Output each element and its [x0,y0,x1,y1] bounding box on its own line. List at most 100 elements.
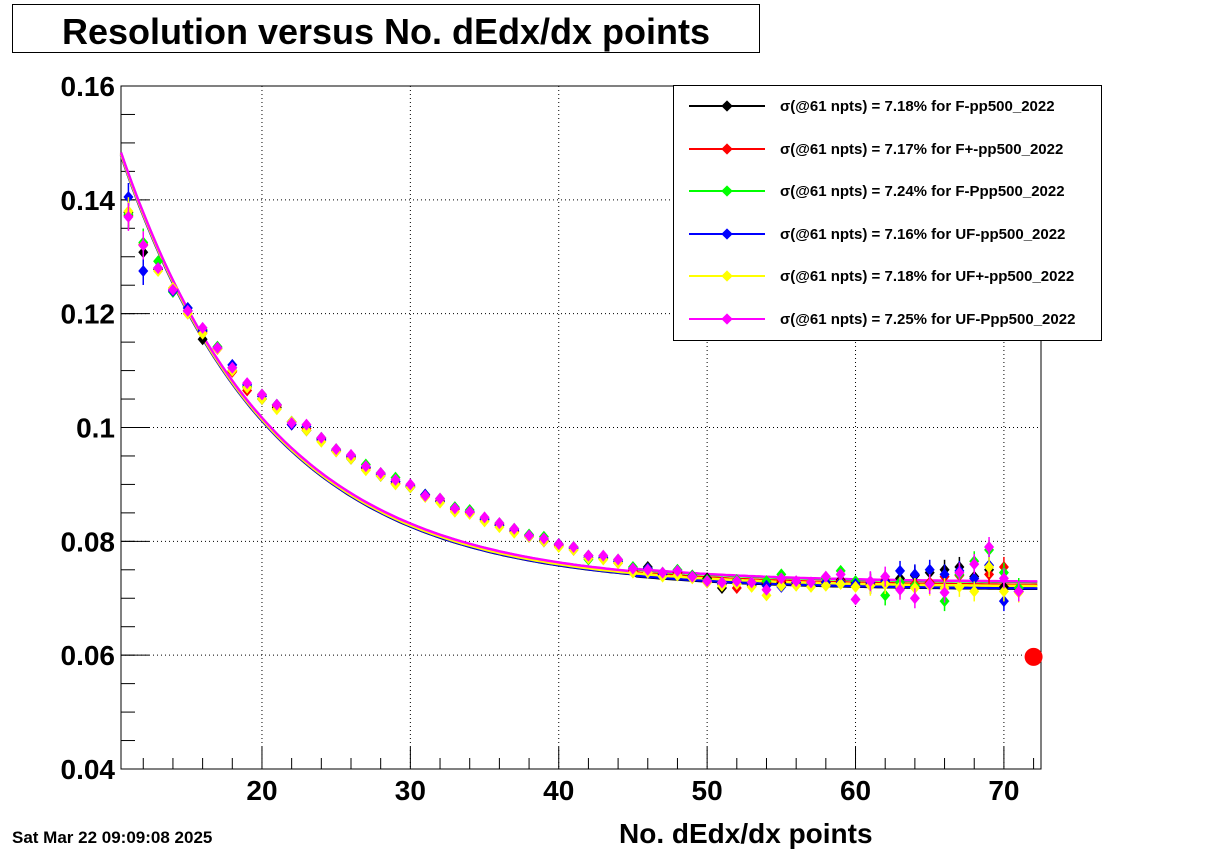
data-point [360,460,371,473]
data-point [850,593,861,606]
data-point [153,262,164,275]
data-point [538,532,549,545]
data-point [1013,585,1024,598]
data-point [627,562,638,575]
data-point [835,578,846,591]
data-point [969,572,980,585]
extra-marker [1024,647,1043,666]
data-point [939,568,950,581]
legend-label: σ(@61 npts) = 7.18% for F-pp500_2022 [780,98,1055,115]
data-point [123,210,134,223]
data-point [642,563,653,576]
legend-entry: σ(@61 npts) = 7.24% for F-Ppp500_2022 [674,181,1101,201]
data-point [835,568,846,581]
grid-lines [121,86,1041,769]
y-tick-label: 0.04 [61,754,116,785]
data-point [390,473,401,486]
data-point [776,579,787,592]
data-point [301,418,312,431]
data-point [776,572,787,585]
legend-entry: σ(@61 npts) = 7.18% for UF+-pp500_2022 [674,266,1101,286]
data-point [850,580,861,593]
x-tick-label: 40 [543,775,574,806]
data-point [657,566,668,579]
chart-title: Resolution versus No. dEdx/dx points [61,11,711,52]
data-point [583,549,594,562]
data-point [820,570,831,583]
axis-ticks [121,85,1035,770]
timestamp: Sat Mar 22 09:09:08 2025 [12,828,213,847]
legend-label: σ(@61 npts) = 7.24% for F-Ppp500_2022 [780,183,1065,200]
x-tick-label: 70 [988,775,1019,806]
data-point [598,549,609,562]
data-point [820,579,831,592]
legend-entry: σ(@61 npts) = 7.18% for F-pp500_2022 [674,96,1101,116]
data-point [553,538,564,551]
y-tick-label: 0.06 [61,640,116,671]
data-point [909,592,920,605]
data-point [761,583,772,596]
data-point [939,586,950,599]
data-point [969,558,980,571]
data-point [895,564,906,577]
extra-marker-layer [1024,647,1043,666]
legend-marker-swatch [721,100,733,112]
data-point [672,564,683,577]
y-tick-label: 0.1 [76,413,115,444]
data-point [182,304,193,317]
legend-marker-swatch [721,142,733,155]
legend-marker-swatch [721,185,733,197]
x-axis-label: No. dEdx/dx points [619,818,873,849]
data-point [998,585,1009,598]
data-point [138,239,149,252]
data-point [405,478,416,491]
data-point [895,583,906,596]
data-point [331,443,342,456]
data-point [212,341,223,354]
legend: σ(@61 npts) = 7.18% for F-pp500_2022 σ(@6… [673,85,1102,341]
data-point [969,585,980,598]
data-point [420,489,431,502]
data-point [746,576,757,589]
data-point [791,575,802,588]
data-point [984,541,995,554]
x-tick-label: 30 [395,775,426,806]
legend-entry: σ(@61 npts) = 7.17% for F+-pp500_2022 [674,139,1101,159]
legend-entry: σ(@61 npts) = 7.25% for UF-Ppp500_2022 [674,309,1101,329]
y-tick-label: 0.12 [61,299,116,330]
data-point [865,575,876,588]
data-point [346,448,356,461]
data-point [479,511,490,524]
legend-label: σ(@61 npts) = 7.18% for UF+-pp500_2022 [780,268,1075,285]
data-point [702,575,713,588]
y-tick-label: 0.14 [61,185,116,216]
data-point [954,580,965,593]
data-point [138,264,149,277]
data-point [435,492,446,505]
data-point [806,576,816,589]
legend-entry: σ(@61 npts) = 7.16% for UF-pp500_2022 [674,224,1101,244]
legend-label: σ(@61 npts) = 7.25% for UF-Ppp500_2022 [780,310,1076,328]
data-point [909,582,920,595]
data-point [123,190,134,203]
data-point [568,541,579,554]
data-point [687,570,698,583]
data-point [954,566,965,579]
data-point [524,529,535,542]
data-point [464,505,475,518]
title-box: Resolution versus No. dEdx/dx points [12,4,760,53]
data-point [286,416,297,429]
data-point [509,522,520,535]
legend-marker-swatch [721,270,733,282]
data-point [494,517,505,530]
data-point [197,321,208,334]
data-point [716,576,727,589]
data-point [613,553,624,566]
data-point [242,377,253,390]
data-point [316,431,327,444]
tick-labels: 20 30 40 50 60 70 0.04 0.06 0.08 0.1 0.12 0.14 0.16 [61,71,1020,806]
data-point [153,255,164,268]
x-tick-label: 20 [246,775,277,806]
x-tick-label: 60 [840,775,871,806]
